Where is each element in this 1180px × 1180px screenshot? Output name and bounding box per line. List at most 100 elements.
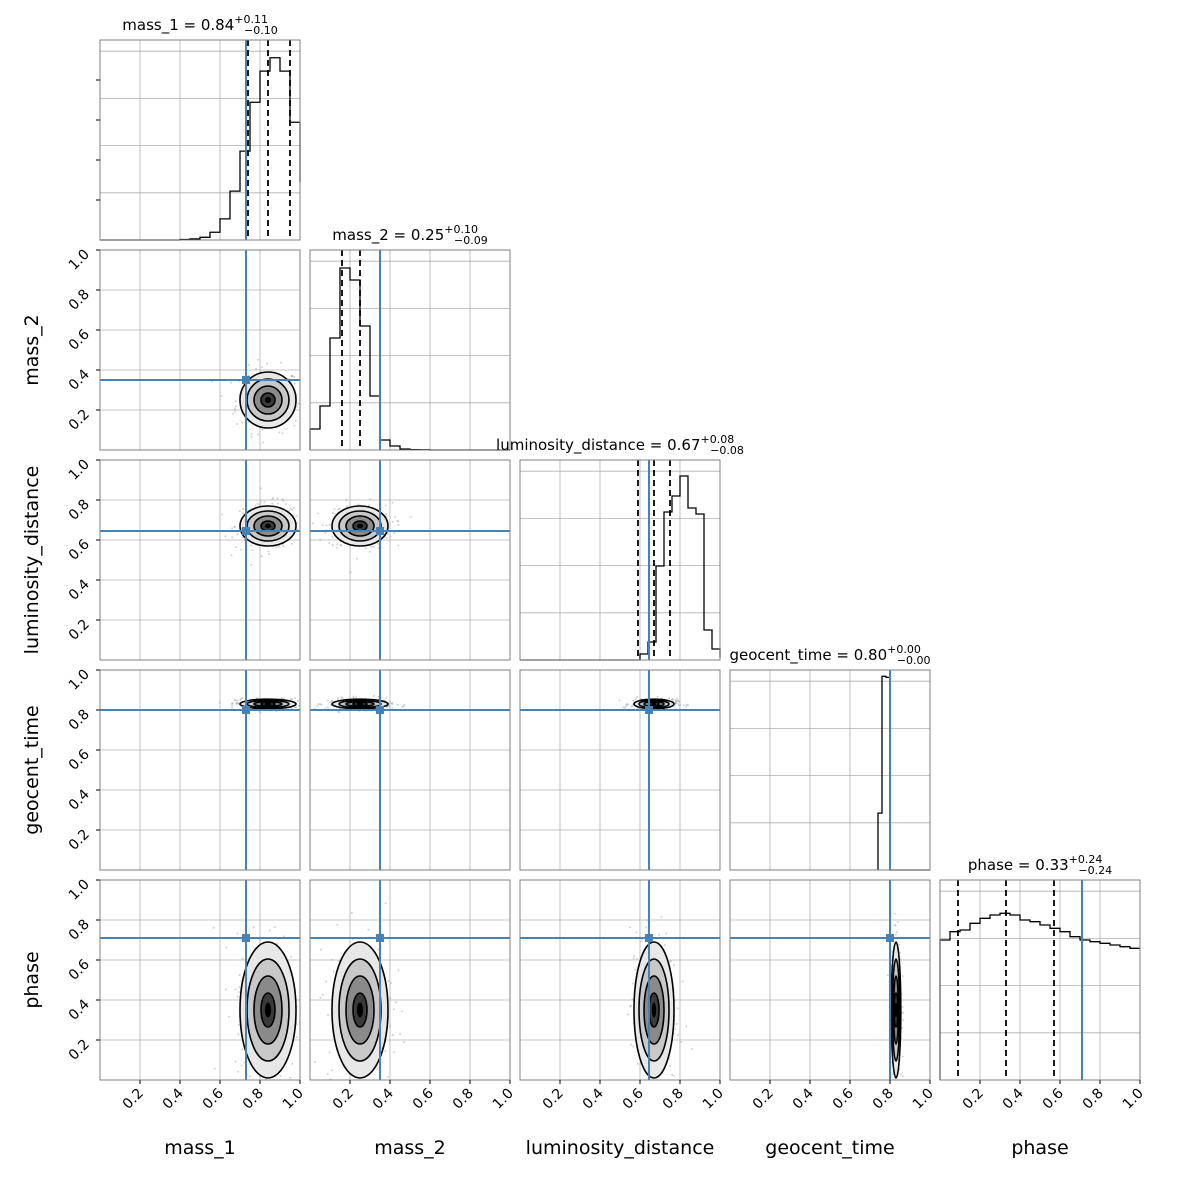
- sample-point: [397, 969, 400, 972]
- y-tick-label: 0.4: [66, 786, 93, 813]
- sample-point: [282, 545, 285, 548]
- sample-point: [895, 1129, 897, 1131]
- sample-point: [352, 696, 355, 699]
- sample-point: [389, 535, 392, 538]
- x-axis-mass_1: 0.2 0.4 0.6 0.8 1.0 mass_1: [120, 1080, 307, 1159]
- sample-point: [324, 531, 327, 534]
- sample-point: [328, 1051, 331, 1054]
- sample-point: [392, 1051, 395, 1054]
- sample-point: [311, 431, 313, 433]
- sample-point: [901, 975, 904, 978]
- sample-point: [690, 1048, 693, 1051]
- sample-point: [330, 699, 333, 702]
- sample-point: [236, 932, 239, 935]
- x-axis-label: mass_2: [374, 1137, 446, 1159]
- sample-point: [301, 386, 303, 388]
- sample-point: [295, 1036, 298, 1039]
- sample-point: [635, 957, 638, 960]
- sample-point: [677, 700, 680, 703]
- sample-point: [221, 513, 224, 516]
- contour-line: [260, 392, 276, 408]
- truth-marker: [376, 934, 384, 942]
- sample-point: [331, 1069, 334, 1072]
- sample-point: [313, 1094, 315, 1096]
- density-level: [264, 1002, 272, 1018]
- sample-point: [306, 517, 308, 519]
- x-axis-geocent_time: 0.2 0.4 0.6 0.8 1.0 geocent_time: [750, 1080, 937, 1159]
- x-tick-label: 0.2: [960, 1086, 987, 1113]
- sample-point: [233, 525, 236, 528]
- sample-point: [397, 520, 400, 523]
- density-level: [356, 1002, 364, 1018]
- sample-point: [289, 1076, 292, 1079]
- contour-line: [331, 698, 389, 710]
- sample-point: [336, 543, 339, 546]
- sample-point: [367, 928, 370, 931]
- sample-point: [234, 699, 237, 702]
- y-axis-phase: 0.2 0.4 0.6 0.8 1.0 phase: [21, 877, 100, 1064]
- sample-point: [676, 1034, 679, 1037]
- sample-point: [333, 512, 336, 515]
- sample-point: [281, 498, 284, 501]
- sample-point: [902, 1019, 905, 1022]
- sample-point: [276, 942, 279, 945]
- sample-point: [345, 499, 348, 502]
- sample-point: [301, 1012, 303, 1014]
- contour-line: [352, 701, 368, 707]
- sample-point: [368, 504, 371, 507]
- sample-point: [273, 926, 276, 929]
- sample-point: [316, 512, 319, 515]
- sample-point: [259, 500, 262, 503]
- contour-line: [260, 701, 276, 707]
- sample-point: [254, 504, 257, 507]
- x-axis-mass_2: 0.2 0.4 0.6 0.8 1.0 mass_2: [330, 1080, 517, 1159]
- density-layer: [100, 250, 313, 450]
- sample-point: [326, 699, 329, 702]
- title-minus: −0.08: [710, 444, 744, 457]
- sample-point: [242, 512, 245, 515]
- sample-point: [674, 1028, 677, 1031]
- sample-point: [224, 535, 227, 538]
- sample-point: [291, 375, 294, 378]
- sample-point: [261, 366, 264, 369]
- sample-point: [640, 940, 643, 943]
- sample-point: [275, 546, 278, 549]
- sample-point: [901, 1011, 904, 1014]
- panel-title-mass_2: mass_2 = 0.25+0.10 −0.09: [332, 223, 487, 247]
- sample-point: [239, 698, 242, 701]
- y-tick-label: 0.6: [66, 956, 93, 983]
- sample-point: [631, 998, 634, 1001]
- sample-point: [320, 703, 323, 706]
- sample-point: [659, 1091, 661, 1093]
- sample-point: [336, 697, 339, 700]
- sample-point: [663, 944, 666, 947]
- title-plus: +0.24: [1069, 853, 1103, 866]
- sample-point: [284, 502, 287, 505]
- y-tick-label: 0.4: [66, 996, 93, 1023]
- density-level: [356, 523, 364, 529]
- sample-point: [893, 912, 896, 915]
- sample-point: [397, 523, 400, 526]
- x-axis-luminosity_distance: 0.2 0.4 0.6 0.8 1.0 luminosity_distance: [526, 1080, 727, 1159]
- sample-point: [352, 695, 355, 698]
- sample-point: [672, 1074, 675, 1077]
- sample-point: [328, 523, 331, 526]
- sample-point: [342, 1127, 344, 1129]
- scatter-panel-mass_2-vs-phase: [309, 879, 511, 1129]
- sample-point: [328, 701, 331, 704]
- truth-marker: [376, 706, 384, 714]
- sample-point: [241, 1091, 243, 1093]
- sample-point: [901, 1026, 904, 1029]
- x-tick-label: 0.4: [790, 1085, 817, 1112]
- panel-frame: [99, 669, 301, 871]
- panel-frame: [309, 879, 511, 1081]
- sample-point: [289, 1082, 291, 1084]
- title-plus: +0.10: [444, 223, 478, 236]
- sample-point: [895, 931, 898, 934]
- contour-line: [260, 992, 276, 1028]
- sample-point: [331, 536, 334, 539]
- sample-point: [672, 697, 675, 700]
- sample-point: [626, 1013, 629, 1016]
- sample-point: [671, 1073, 674, 1076]
